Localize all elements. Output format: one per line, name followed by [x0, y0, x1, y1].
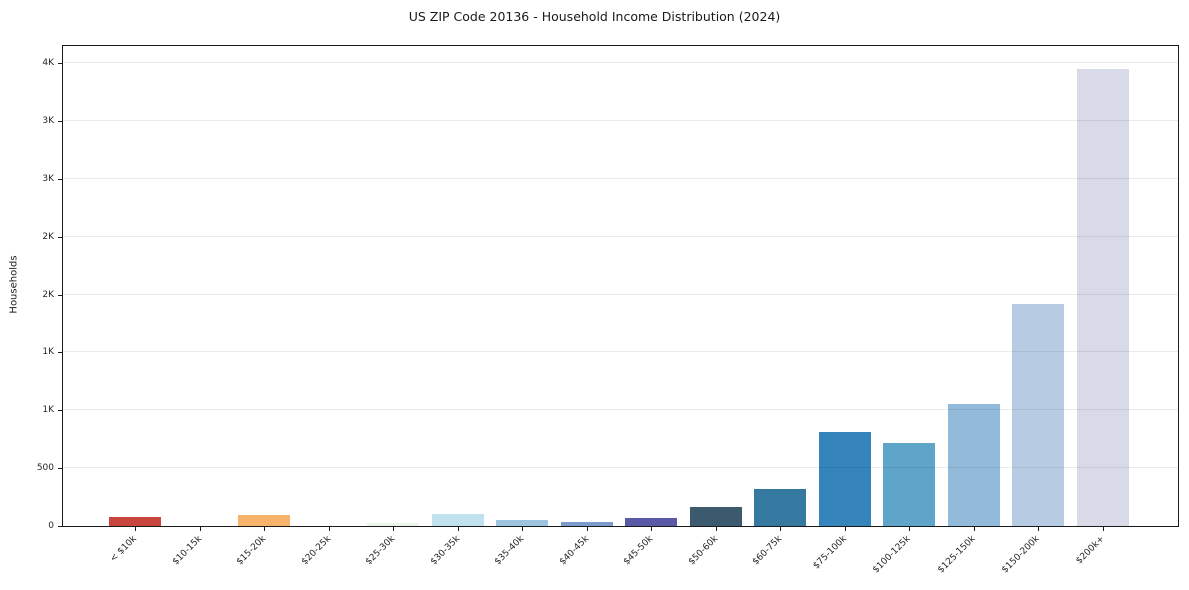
x-tick-label: $40-45k	[557, 534, 592, 568]
gridline-500	[63, 467, 1178, 468]
x-tick-mark	[1103, 527, 1104, 531]
x-tick-label: < $10k	[108, 534, 140, 565]
bar-$100-125k	[883, 443, 935, 526]
x-tick-mark	[458, 527, 459, 531]
y-tick-mark	[58, 179, 62, 180]
bar-$50-60k	[690, 507, 742, 526]
x-tick-mark	[329, 527, 330, 531]
x-tick-mark	[974, 527, 975, 531]
y-tick-label: 500	[36, 463, 54, 473]
gridline-3500	[63, 120, 1178, 121]
y-tick-mark	[58, 63, 62, 64]
y-tick-label: 3K	[42, 174, 54, 184]
gridline-1000	[63, 409, 1178, 410]
x-tick-label: $45-50k	[621, 534, 656, 568]
x-tick-mark	[587, 527, 588, 531]
bar-$30-35k	[432, 514, 484, 526]
bar-$45-50k	[625, 518, 677, 526]
x-tick-label: $60-75k	[750, 534, 785, 568]
x-tick-mark	[845, 527, 846, 531]
y-tick-mark	[58, 468, 62, 469]
y-tick-label: 1K	[42, 347, 54, 357]
y-tick-label: 0	[48, 521, 54, 531]
bar-$150-200k	[1012, 304, 1064, 526]
x-tick-mark	[780, 527, 781, 531]
y-tick-mark	[58, 295, 62, 296]
y-axis-title: Households	[8, 255, 20, 314]
bar-$15-20k	[238, 515, 290, 526]
gridline-2500	[63, 236, 1178, 237]
x-tick-label: $100-125k	[871, 534, 914, 576]
x-tick-label: $10-15k	[170, 534, 205, 568]
x-tick-label: $15-20k	[234, 534, 269, 568]
x-tick-label: $20-25k	[299, 534, 334, 568]
gridline-4000	[63, 62, 1178, 63]
plot-area	[62, 45, 1179, 527]
x-tick-mark	[200, 527, 201, 531]
x-tick-label: $30-35k	[428, 534, 463, 568]
chart-title: US ZIP Code 20136 - Household Income Dis…	[408, 9, 781, 24]
x-tick-label: $125-150k	[936, 534, 979, 576]
y-tick-mark	[58, 526, 62, 527]
x-tick-label: $75-100k	[811, 534, 850, 572]
bar-< $10k	[109, 517, 161, 526]
x-tick-mark	[651, 527, 652, 531]
x-tick-label: $50-60k	[686, 534, 721, 568]
bar-$75-100k	[819, 432, 871, 526]
y-tick-mark	[58, 237, 62, 238]
y-tick-mark	[58, 121, 62, 122]
x-tick-mark	[716, 527, 717, 531]
x-tick-mark	[909, 527, 910, 531]
bar-$125-150k	[948, 404, 1000, 526]
bar-$200k+	[1077, 69, 1129, 526]
y-tick-label: 2K	[42, 232, 54, 242]
bar-$60-75k	[754, 489, 806, 526]
gridline-1500	[63, 351, 1178, 352]
x-tick-mark	[135, 527, 136, 531]
x-tick-mark	[264, 527, 265, 531]
x-tick-label: $150-200k	[1000, 534, 1043, 576]
y-tick-label: 1K	[42, 405, 54, 415]
x-tick-label: $25-30k	[363, 534, 398, 568]
gridline-3000	[63, 178, 1178, 179]
bar-$35-40k	[496, 520, 548, 526]
x-tick-label: $200k+	[1074, 534, 1108, 567]
x-tick-label: $35-40k	[492, 534, 527, 568]
gridline-2000	[63, 294, 1178, 295]
x-tick-mark	[393, 527, 394, 531]
x-tick-mark	[1038, 527, 1039, 531]
y-tick-label: 2K	[42, 290, 54, 300]
y-tick-mark	[58, 352, 62, 353]
bar-$25-30k	[367, 523, 419, 526]
x-tick-mark	[522, 527, 523, 531]
y-tick-label: 3K	[42, 116, 54, 126]
y-tick-mark	[58, 410, 62, 411]
y-tick-label: 4K	[42, 58, 54, 68]
bar-$40-45k	[561, 522, 613, 526]
